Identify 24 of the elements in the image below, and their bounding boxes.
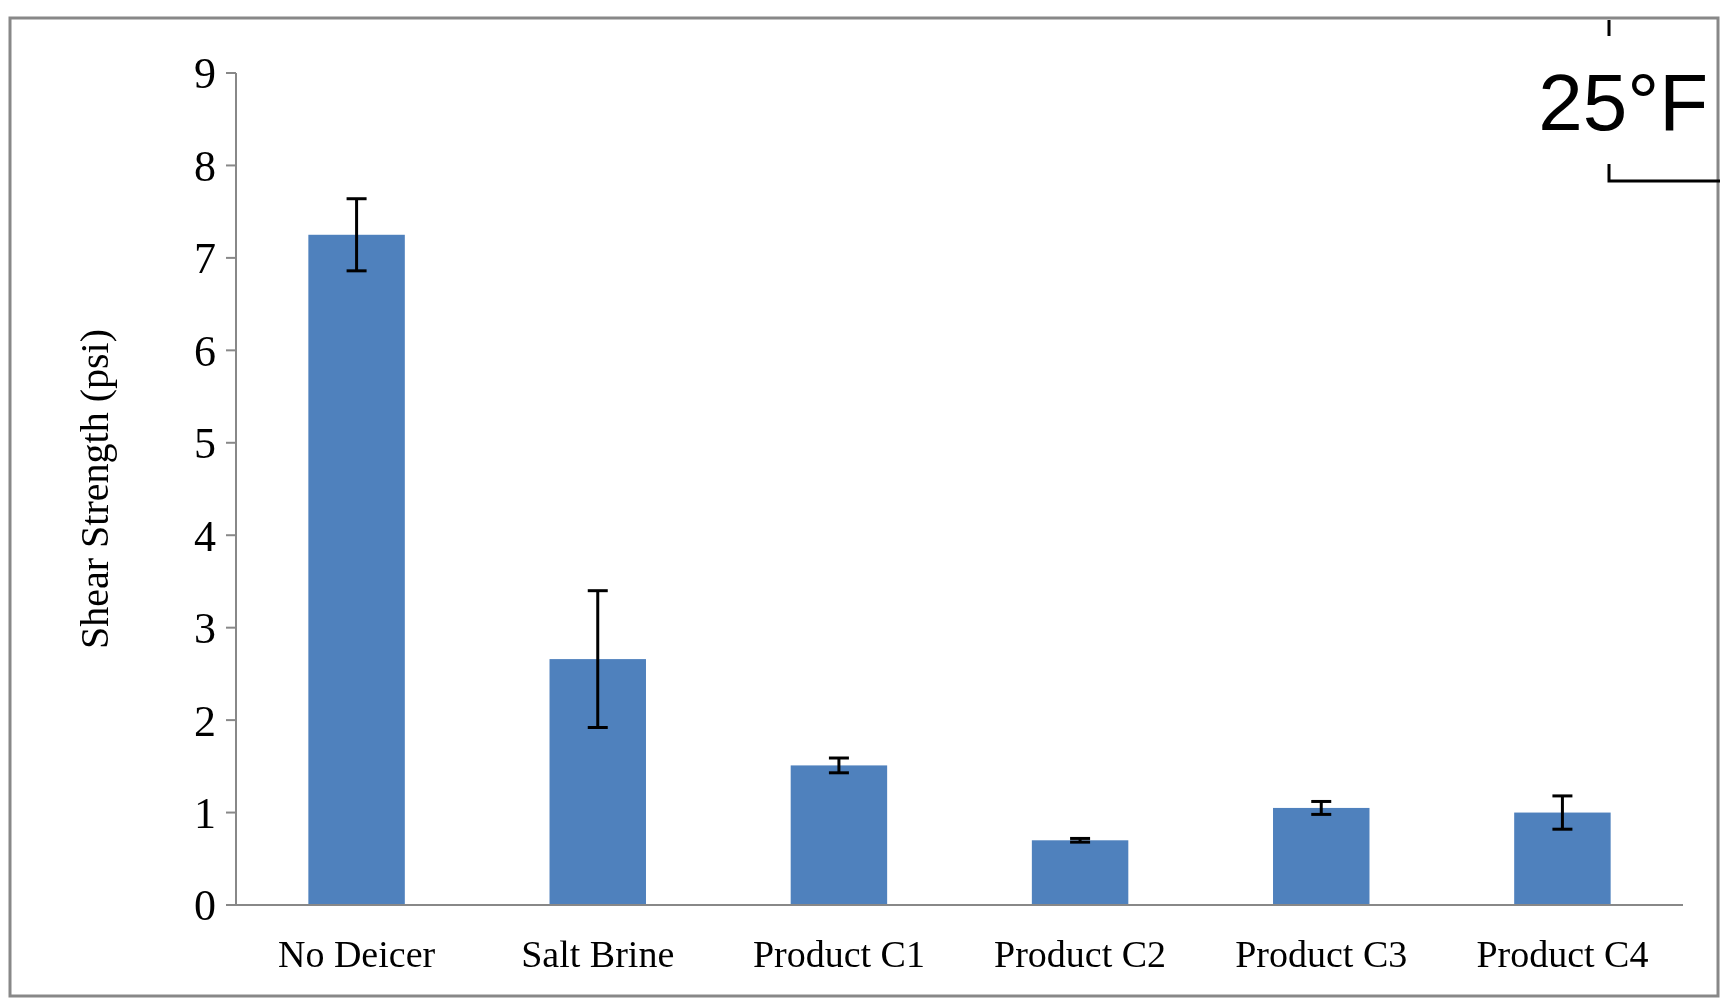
bar — [1514, 812, 1611, 905]
y-tick-label: 9 — [194, 49, 216, 99]
y-tick-label: 3 — [194, 604, 216, 654]
x-tick-label: Product C2 — [994, 933, 1167, 975]
y-axis-title: Shear Strength (psi) — [72, 329, 117, 649]
bar — [790, 765, 888, 905]
y-tick-label: 5 — [194, 419, 216, 469]
annotation: 25°F — [1538, 58, 1708, 147]
x-tick-label: No Deicer — [277, 933, 436, 975]
y-tick-label: 8 — [194, 141, 216, 191]
y-tick-label: 0 — [194, 881, 216, 931]
x-tick-label: Product C1 — [752, 933, 925, 975]
bar — [1273, 807, 1370, 905]
bar — [308, 234, 405, 905]
y-tick-label: 2 — [194, 696, 216, 746]
y-tick-label: 6 — [194, 326, 216, 376]
y-tick-label: 1 — [194, 788, 216, 838]
bar — [549, 659, 646, 905]
y-tick-label: 7 — [194, 234, 216, 284]
y-tick-label: 4 — [194, 511, 216, 561]
x-tick-label: Product C4 — [1476, 933, 1649, 975]
x-tick-label: Product C3 — [1235, 933, 1408, 975]
bar — [1031, 840, 1129, 905]
x-tick-label: Salt Brine — [521, 933, 675, 975]
